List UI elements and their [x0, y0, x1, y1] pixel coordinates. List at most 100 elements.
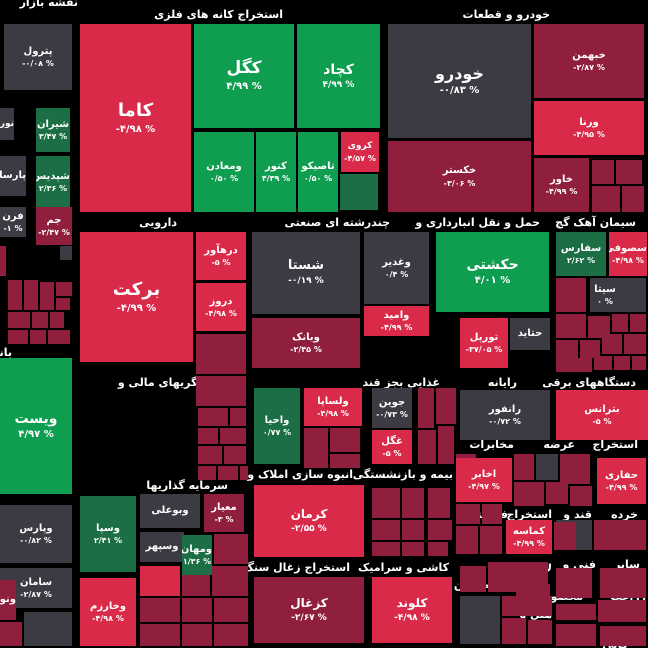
- stock-tile[interactable]: معیار -۳ %: [204, 494, 244, 532]
- treemap-cell[interactable]: [198, 466, 216, 480]
- treemap-cell[interactable]: [624, 334, 646, 354]
- treemap-cell[interactable]: [570, 486, 592, 506]
- stock-tile[interactable]: غگل -۵ %: [372, 430, 412, 464]
- stock-tile[interactable]: وپارس -۰/۸۲ %: [0, 505, 72, 563]
- treemap-cell[interactable]: [556, 568, 592, 598]
- stock-tile[interactable]: شپدیس ۲/۳۶ %: [36, 156, 70, 208]
- treemap-cell[interactable]: [612, 314, 628, 332]
- treemap-cell[interactable]: [8, 312, 30, 328]
- treemap-cell[interactable]: [556, 604, 596, 620]
- treemap-cell[interactable]: [514, 454, 534, 480]
- stock-tile[interactable]: وبوعلی: [140, 494, 200, 528]
- treemap-cell[interactable]: [48, 330, 70, 344]
- treemap-cell[interactable]: [8, 280, 22, 310]
- treemap-cell[interactable]: [402, 488, 424, 518]
- treemap-cell[interactable]: [428, 520, 452, 540]
- treemap-cell[interactable]: [0, 622, 22, 646]
- stock-tile[interactable]: وبانک -۲/۴۵ %: [252, 318, 360, 368]
- treemap-cell[interactable]: [0, 262, 6, 276]
- treemap-cell[interactable]: [560, 454, 590, 484]
- stock-tile[interactable]: وامید -۴/۹۹ %: [364, 306, 429, 336]
- treemap-cell[interactable]: [50, 312, 64, 328]
- treemap-cell[interactable]: [514, 482, 544, 506]
- stock-tile[interactable]: برکت -۴/۹۹ %: [80, 232, 193, 362]
- stock-tile[interactable]: شیران ۳/۴۷ %: [36, 108, 70, 152]
- treemap-cell[interactable]: [196, 376, 246, 406]
- treemap-cell[interactable]: [196, 334, 246, 374]
- treemap-cell[interactable]: [502, 618, 526, 644]
- stock-tile[interactable]: شستا -۰/۱۹ %: [252, 232, 360, 314]
- stock-tile[interactable]: خبهمن -۲/۸۷ %: [534, 24, 644, 98]
- treemap-cell[interactable]: [616, 160, 642, 184]
- treemap-cell[interactable]: [214, 598, 248, 622]
- treemap-cell[interactable]: [230, 408, 246, 426]
- treemap-cell[interactable]: [614, 356, 630, 370]
- stock-tile[interactable]: درهآور -۵ %: [196, 232, 246, 280]
- treemap-cell[interactable]: [556, 340, 578, 358]
- treemap-cell[interactable]: [418, 430, 436, 464]
- stock-tile[interactable]: ولساپا -۴/۹۸ %: [304, 388, 362, 426]
- stock-tile[interactable]: ونوین: [0, 580, 16, 620]
- treemap-cell[interactable]: [436, 388, 456, 424]
- stock-tile[interactable]: وسپا ۲/۴۱ %: [80, 496, 136, 572]
- stock-tile[interactable]: ورنا -۴/۹۵ %: [534, 101, 644, 155]
- stock-tile[interactable]: پارسان: [0, 156, 26, 196]
- treemap-cell[interactable]: [594, 520, 646, 550]
- treemap-cell[interactable]: [218, 466, 238, 480]
- treemap-cell[interactable]: [330, 428, 360, 452]
- stock-tile[interactable]: پترول -۰/۰۸ %: [4, 24, 72, 90]
- treemap-cell[interactable]: [56, 282, 72, 296]
- treemap-cell[interactable]: [182, 624, 212, 646]
- treemap-cell[interactable]: [40, 282, 54, 310]
- treemap-cell[interactable]: [32, 312, 48, 328]
- stock-tile[interactable]: بترانس -۵ %: [556, 390, 648, 440]
- treemap-cell[interactable]: [220, 428, 246, 444]
- treemap-cell[interactable]: [24, 280, 38, 310]
- treemap-cell[interactable]: [140, 598, 180, 622]
- treemap-cell[interactable]: [182, 598, 212, 622]
- stock-tile[interactable]: ومعادن ۰/۵۰ %: [194, 132, 254, 212]
- stock-tile[interactable]: حتاید: [510, 318, 550, 350]
- treemap-cell[interactable]: [438, 426, 454, 464]
- treemap-cell[interactable]: [402, 542, 424, 556]
- treemap-cell[interactable]: [30, 330, 46, 344]
- treemap-cell[interactable]: [600, 626, 646, 646]
- stock-tile[interactable]: وسپهر: [140, 532, 184, 562]
- stock-tile[interactable]: واحیا ۰/۷۷ %: [254, 388, 300, 464]
- stock-tile[interactable]: تورپل -۳۷/۰۵ %: [460, 318, 508, 368]
- stock-tile[interactable]: خکستر -۳/۰۶ %: [388, 141, 531, 212]
- treemap-cell[interactable]: [602, 334, 622, 354]
- stock-tile[interactable]: تاصیکو ۰/۵۰ %: [298, 132, 338, 212]
- treemap-cell[interactable]: [598, 600, 646, 622]
- treemap-cell[interactable]: [330, 454, 360, 468]
- treemap-cell[interactable]: [428, 542, 448, 556]
- stock-tile[interactable]: جم -۲/۴۷ %: [36, 207, 72, 245]
- stock-tile[interactable]: سصوفی -۴/۹۸ %: [609, 232, 647, 276]
- treemap-cell[interactable]: [632, 356, 646, 370]
- stock-tile[interactable]: جوین -۰/۷۳ %: [372, 388, 412, 428]
- stock-tile[interactable]: سفارس ۲/۶۲ %: [556, 232, 606, 276]
- treemap-cell[interactable]: [140, 566, 180, 596]
- stock-tile[interactable]: سیتا ۰ %: [590, 278, 620, 312]
- stock-tile[interactable]: اخابر -۴/۹۷ %: [456, 458, 512, 502]
- treemap-cell[interactable]: [592, 186, 620, 212]
- treemap-cell[interactable]: [0, 246, 6, 262]
- treemap-cell[interactable]: [556, 358, 592, 372]
- stock-tile[interactable]: رانفور -۰/۷۲ %: [460, 390, 550, 440]
- treemap-cell[interactable]: [24, 612, 72, 646]
- treemap-cell[interactable]: [588, 316, 610, 338]
- treemap-cell[interactable]: [556, 314, 586, 338]
- treemap-cell[interactable]: [418, 388, 434, 428]
- treemap-cell[interactable]: [556, 624, 596, 646]
- treemap-cell[interactable]: [8, 330, 28, 344]
- treemap-cell[interactable]: [460, 596, 500, 644]
- treemap-cell[interactable]: [594, 356, 612, 370]
- treemap-cell[interactable]: [60, 246, 72, 260]
- stock-tile[interactable]: وخارزم -۴/۹۸ %: [80, 578, 136, 646]
- treemap-cell[interactable]: [340, 174, 378, 210]
- treemap-cell[interactable]: [56, 298, 70, 310]
- treemap-cell[interactable]: [600, 568, 646, 598]
- stock-tile[interactable]: کچاد ۴/۹۹ %: [297, 24, 380, 128]
- treemap-cell[interactable]: [402, 520, 424, 540]
- stock-tile[interactable]: کنور ۴/۳۹ %: [256, 132, 296, 212]
